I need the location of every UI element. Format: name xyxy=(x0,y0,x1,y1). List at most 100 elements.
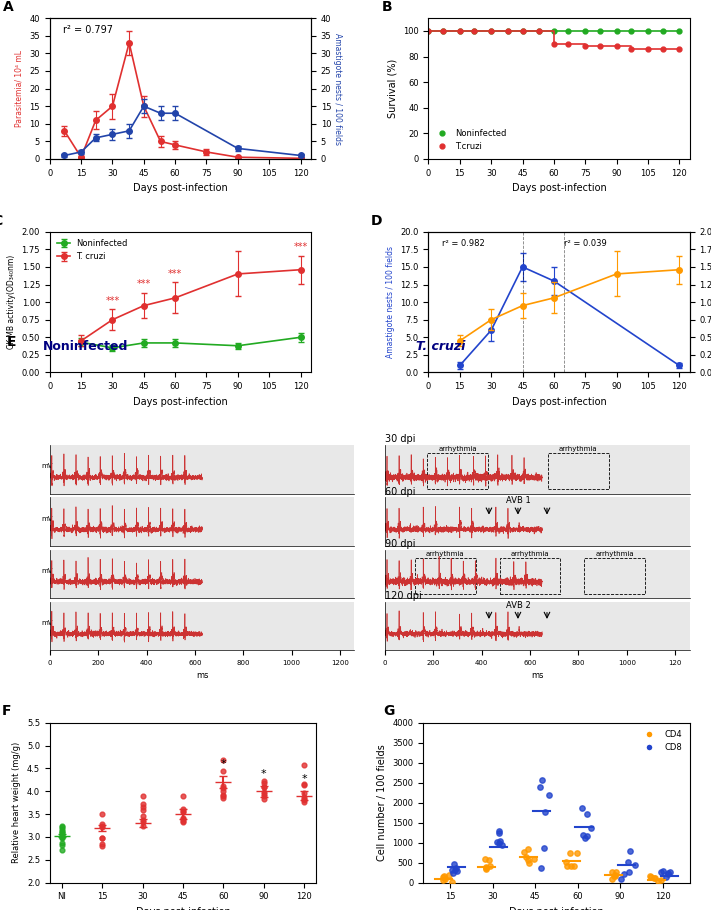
Point xyxy=(538,841,550,855)
Y-axis label: Cell number / 100 fields: Cell number / 100 fields xyxy=(377,744,387,861)
Point xyxy=(97,831,108,845)
Point xyxy=(656,873,667,887)
Point xyxy=(299,794,310,808)
Point xyxy=(493,836,505,851)
Point xyxy=(218,791,229,805)
Point xyxy=(483,853,494,867)
Text: Noninfected: Noninfected xyxy=(43,340,128,353)
Noninfected xyxy=(596,25,604,36)
Text: *: * xyxy=(261,769,267,779)
Point xyxy=(299,795,310,810)
Point xyxy=(447,863,458,877)
T.cruzi xyxy=(503,25,512,36)
Point xyxy=(624,844,636,858)
Text: 120 dpi: 120 dpi xyxy=(385,591,422,601)
Point xyxy=(623,864,634,879)
Text: r² = 0.797: r² = 0.797 xyxy=(63,25,113,35)
Text: AVB 1: AVB 1 xyxy=(506,497,530,505)
Y-axis label: mV: mV xyxy=(41,463,53,470)
Point xyxy=(444,868,455,883)
Point xyxy=(484,858,496,873)
X-axis label: Days post-infection: Days post-infection xyxy=(133,183,228,193)
Point xyxy=(218,779,229,794)
Text: r² = 0.039: r² = 0.039 xyxy=(565,238,607,248)
Noninfected xyxy=(518,25,527,36)
Point xyxy=(520,849,532,864)
X-axis label: Days post-infection: Days post-infection xyxy=(512,397,606,407)
Bar xyxy=(548,453,609,490)
T.cruzi xyxy=(643,44,652,55)
Line: T.cruzi: T.cruzi xyxy=(426,28,682,51)
Point xyxy=(258,774,269,788)
T.cruzi xyxy=(470,25,479,36)
Point xyxy=(437,870,448,885)
Text: A: A xyxy=(3,0,14,15)
Point xyxy=(97,807,108,822)
Point xyxy=(565,858,576,873)
T.cruzi xyxy=(675,44,683,55)
Point xyxy=(609,868,620,883)
Noninfected xyxy=(643,25,652,36)
T.cruzi xyxy=(456,25,464,36)
Point xyxy=(662,865,673,880)
Point xyxy=(137,809,149,824)
X-axis label: Days post-infection: Days post-infection xyxy=(512,183,606,193)
Point xyxy=(562,858,573,873)
T.cruzi xyxy=(565,38,573,49)
Bar xyxy=(584,558,645,594)
Point xyxy=(585,821,597,835)
Text: C: C xyxy=(0,214,3,228)
Point xyxy=(178,804,189,819)
Point xyxy=(606,865,618,880)
X-axis label: Days post-infection: Days post-infection xyxy=(509,907,604,910)
Point xyxy=(178,812,189,826)
T.cruzi xyxy=(596,41,604,52)
Point xyxy=(299,778,310,793)
Point xyxy=(218,753,229,768)
Noninfected xyxy=(675,25,683,36)
Text: ***: *** xyxy=(168,268,182,278)
Point xyxy=(299,790,310,804)
Point xyxy=(528,852,539,866)
Point xyxy=(56,824,68,838)
Point xyxy=(448,865,459,880)
Noninfected xyxy=(424,25,433,36)
Point xyxy=(178,814,189,828)
Point xyxy=(561,855,572,870)
Point xyxy=(579,831,591,845)
Point xyxy=(543,788,555,803)
Point xyxy=(481,860,492,875)
Point xyxy=(629,857,641,872)
Point xyxy=(450,861,461,875)
Point xyxy=(649,871,661,885)
T.cruzi xyxy=(424,25,433,36)
Point xyxy=(56,837,68,852)
Point xyxy=(447,875,458,889)
Point xyxy=(439,869,450,884)
Line: Noninfected: Noninfected xyxy=(426,28,682,34)
Point xyxy=(479,852,491,866)
Point xyxy=(97,819,108,834)
T.cruzi xyxy=(612,41,621,52)
Legend: Noninfected, T.cruzi: Noninfected, T.cruzi xyxy=(433,126,510,155)
Point xyxy=(524,856,535,871)
Point xyxy=(258,792,269,806)
Point xyxy=(493,825,505,840)
Point xyxy=(56,819,68,834)
Point xyxy=(299,777,310,792)
Point xyxy=(258,784,269,799)
Point xyxy=(491,835,503,850)
Point xyxy=(662,866,673,881)
Point xyxy=(137,789,149,804)
Y-axis label: Amastigote nests / 100 fields: Amastigote nests / 100 fields xyxy=(385,246,395,359)
Noninfected xyxy=(456,25,464,36)
Point xyxy=(581,829,592,844)
Point xyxy=(178,811,189,825)
Point xyxy=(664,864,675,879)
Text: ***: *** xyxy=(105,296,119,306)
Point xyxy=(137,800,149,814)
Point xyxy=(137,804,149,818)
Point xyxy=(581,807,592,822)
Point xyxy=(481,861,492,875)
Point xyxy=(218,789,229,804)
